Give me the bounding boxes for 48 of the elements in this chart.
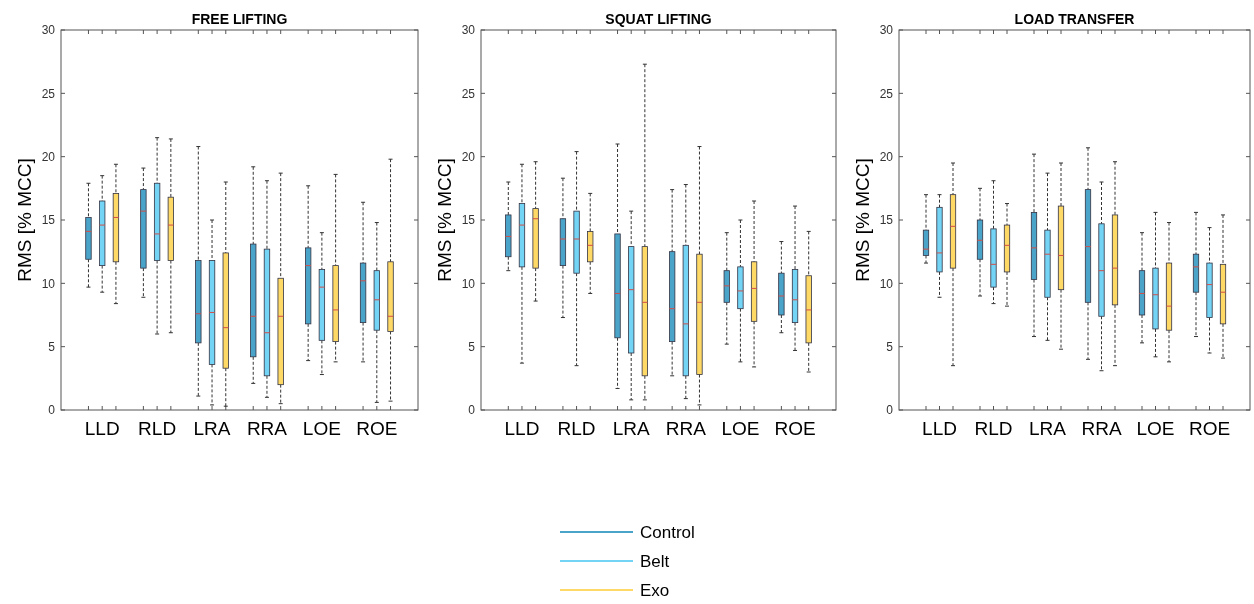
- x-tick-label: RLD: [138, 418, 177, 439]
- y-tick-label: 10: [461, 276, 476, 291]
- y-tick-label: 25: [41, 86, 56, 101]
- x-tick-label: LRA: [1029, 418, 1067, 439]
- y-tick-label: 0: [48, 403, 56, 418]
- x-tick-label: LOE: [302, 418, 341, 439]
- legend-label: Exo: [640, 580, 670, 600]
- y-tick-label: 5: [886, 339, 894, 354]
- x-tick-label: LLD: [922, 418, 957, 439]
- y-axis-title: RMS [% MCC]: [852, 158, 873, 282]
- x-tick-label: LLD: [504, 418, 540, 439]
- y-tick-label: 30: [879, 23, 894, 38]
- chart-title: FREE LIFTING: [191, 11, 288, 27]
- x-tick-label: ROE: [356, 418, 398, 439]
- x-tick-label: RRA: [665, 418, 707, 439]
- legend-label: Belt: [640, 551, 670, 571]
- y-axis-title: RMS [% MCC]: [434, 158, 455, 282]
- y-tick-label: 25: [461, 86, 476, 101]
- y-tick-label: 5: [48, 339, 56, 354]
- y-tick-label: 0: [468, 403, 476, 418]
- x-tick-label: ROE: [774, 418, 816, 439]
- legend-label: Control: [640, 522, 695, 542]
- y-tick-label: 15: [41, 213, 56, 228]
- x-tick-label: RLD: [557, 418, 596, 439]
- y-tick-label: 20: [461, 149, 476, 164]
- x-tick-label: RRA: [246, 418, 288, 439]
- chart-title: SQUAT LIFTING: [605, 11, 712, 27]
- y-tick-label: 15: [879, 213, 894, 228]
- x-tick-label: LRA: [612, 418, 650, 439]
- y-tick-label: 25: [879, 86, 894, 101]
- x-tick-label: LOE: [721, 418, 760, 439]
- x-tick-label: RLD: [974, 418, 1013, 439]
- x-tick-label: ROE: [1188, 418, 1231, 439]
- y-tick-label: 20: [879, 149, 894, 164]
- y-tick-label: 30: [41, 23, 56, 38]
- y-tick-label: 0: [886, 403, 894, 418]
- y-tick-label: 10: [879, 276, 894, 291]
- y-axis-title: RMS [% MCC]: [14, 158, 35, 282]
- y-tick-label: 20: [41, 149, 56, 164]
- x-tick-label: LRA: [193, 418, 231, 439]
- y-tick-label: 15: [461, 213, 476, 228]
- x-tick-label: RRA: [1081, 418, 1122, 439]
- y-tick-label: 10: [41, 276, 56, 291]
- x-tick-label: LLD: [84, 418, 120, 439]
- chart-title: LOAD TRANSFER: [1014, 11, 1135, 27]
- y-tick-label: 5: [468, 339, 476, 354]
- y-tick-label: 30: [461, 23, 476, 38]
- x-tick-label: LOE: [1136, 418, 1175, 439]
